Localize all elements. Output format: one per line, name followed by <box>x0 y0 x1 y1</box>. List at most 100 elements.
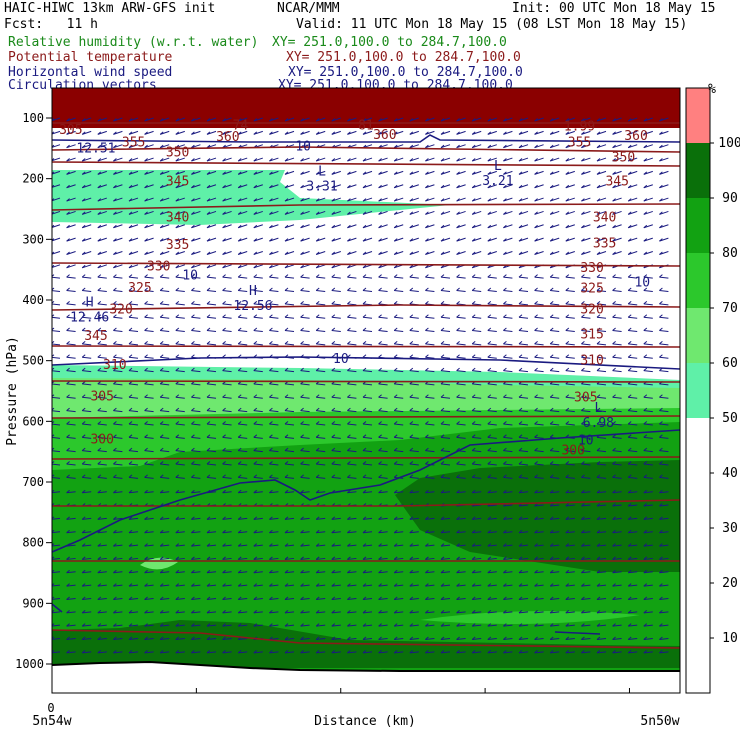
wind-vector <box>362 341 373 346</box>
extremum-value: 12.56 <box>233 299 272 314</box>
wind-vector <box>315 314 326 319</box>
wind-vector <box>487 529 497 534</box>
wind-vector <box>440 354 451 359</box>
wind-vector <box>503 407 513 413</box>
wind-vector <box>503 327 513 333</box>
wind-vector <box>191 461 201 466</box>
wind-vector <box>612 144 622 149</box>
wind-vector <box>378 210 388 215</box>
theta-label: 345 <box>84 329 107 344</box>
wind-vector <box>253 543 263 547</box>
wind-vector <box>113 529 123 534</box>
wind-vector <box>253 300 263 306</box>
wind-vector <box>612 327 622 333</box>
wind-vector <box>191 421 201 426</box>
wind-vector <box>565 314 575 319</box>
wind-vector <box>269 516 279 520</box>
wind-vector <box>81 300 92 306</box>
wind-vector <box>440 434 451 439</box>
wind-vector <box>222 224 232 229</box>
wind-vector <box>66 314 76 319</box>
wind-vector <box>612 341 622 346</box>
theta-label: 320 <box>109 303 132 318</box>
wind-vector <box>409 394 419 399</box>
wind-vector <box>659 461 669 466</box>
wind-vector <box>581 184 591 189</box>
wind-vector <box>471 543 482 547</box>
wind-vector <box>206 529 217 534</box>
wind-vector <box>534 503 544 507</box>
wind-vector <box>643 354 653 359</box>
wind-vector <box>113 224 123 229</box>
wind-vector <box>237 421 248 426</box>
wind-vector <box>596 274 607 279</box>
wind-vector <box>331 543 341 547</box>
wind-vector <box>362 327 373 333</box>
wind-vector <box>253 184 263 189</box>
wind-vector <box>222 543 232 547</box>
wind-vector <box>347 474 357 479</box>
wind-vector <box>269 447 279 453</box>
wind-vector <box>191 144 201 149</box>
wind-vector <box>237 224 248 229</box>
wind-vector <box>565 367 575 373</box>
wind-vector <box>627 447 638 453</box>
wind-vector <box>347 197 357 202</box>
wind-vector <box>159 184 170 189</box>
wind-vector <box>643 529 653 534</box>
wind-vector <box>534 157 544 162</box>
wind-vector <box>66 170 76 175</box>
wind-vector <box>128 447 139 453</box>
x-right-label: 5n50w <box>640 714 679 729</box>
wind-vector <box>596 210 607 215</box>
wind-vector <box>659 503 669 507</box>
wind-vector <box>627 144 638 149</box>
wind-vector <box>627 250 638 255</box>
wind-vector <box>315 489 326 494</box>
theta-label: 310 <box>103 358 126 373</box>
wind-vector <box>347 447 357 453</box>
wind-vector <box>409 170 419 175</box>
wind-vector <box>347 341 357 346</box>
wind-vector <box>97 421 107 426</box>
wind-vector <box>81 327 92 333</box>
wind-vector <box>565 394 575 399</box>
colorbar-band <box>686 253 710 308</box>
wind-vector <box>596 516 607 520</box>
wind-vector <box>456 210 466 215</box>
wind-vector <box>222 394 232 399</box>
wind-vector <box>81 407 92 413</box>
wind-vector <box>471 314 482 319</box>
wind-vector <box>549 314 560 319</box>
wind-vector <box>144 341 154 346</box>
wind-vector <box>534 210 544 215</box>
wind-vector <box>503 314 513 319</box>
wind-vector <box>113 543 123 547</box>
wind-vector <box>581 210 591 215</box>
theta-label: 355 <box>122 135 145 150</box>
colorbar-band <box>686 198 710 253</box>
wind-vector <box>471 529 482 534</box>
wind-vector <box>503 184 513 189</box>
wind-vector <box>128 394 139 399</box>
wind-vector <box>81 354 92 359</box>
wind-vector <box>128 434 139 439</box>
wind-vector <box>222 529 232 534</box>
wind-vector <box>549 274 560 279</box>
wind-vector <box>362 250 373 255</box>
wind-vector <box>627 274 638 279</box>
wind-vector <box>128 421 139 426</box>
wind-vector <box>581 503 591 507</box>
wind-vector <box>596 170 607 175</box>
wind-vector <box>565 354 575 359</box>
wind-vector <box>581 461 591 466</box>
wind-vector <box>66 250 76 255</box>
wind-vector <box>144 117 154 122</box>
wind-vector <box>596 287 607 293</box>
wind-vector <box>440 170 451 175</box>
plot-area: 305 360 360 355 350 350 345 345 340 340 335 335 330 3… <box>52 88 680 693</box>
wind-vector <box>315 210 326 215</box>
wind-vector <box>331 274 341 279</box>
wind-vector <box>253 210 263 215</box>
